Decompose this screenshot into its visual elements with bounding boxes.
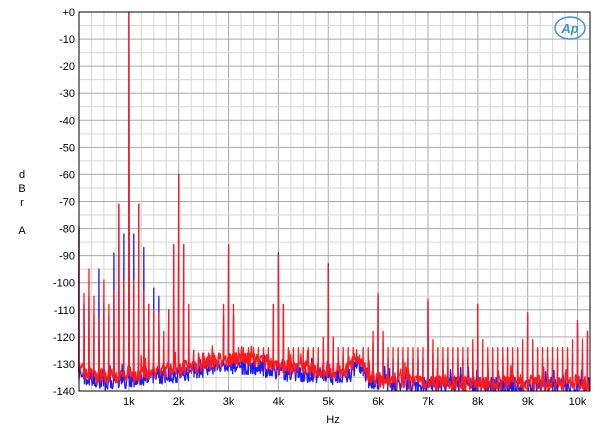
y-axis-label-letter: A: [18, 225, 26, 237]
y-axis-label-letter: d: [19, 169, 25, 181]
series-red-trace: [77, 11, 591, 392]
y-tick-label: -100: [53, 278, 75, 290]
y-tick-label: -110: [54, 305, 75, 317]
x-tick-label: 5k: [322, 396, 334, 408]
y-axis-label-letter: r: [20, 197, 24, 209]
x-tick-label: 4k: [273, 396, 285, 408]
y-tick-label: -50: [59, 142, 75, 154]
x-tick-label: 7k: [422, 396, 434, 408]
series-group: [77, 11, 591, 392]
x-axis-label: Hz: [326, 414, 339, 426]
y-tick-label: -10: [59, 34, 75, 46]
x-tick-label: 10k: [569, 396, 587, 408]
plot-frame: [78, 11, 591, 392]
x-tick-label: 2k: [173, 396, 185, 408]
y-tick-label: -60: [59, 169, 75, 181]
y-axis-label: d B r A: [18, 169, 26, 237]
x-tick-labels: 1k 2k 3k 4k 5k 6k 7k 8k 9k 10k: [123, 396, 587, 408]
y-tick-labels: +0 -10 -20 -30 -40 -50 -60 -70 -80 -90 -100 -110 -12…: [53, 7, 75, 398]
y-tick-label: -90: [59, 251, 75, 263]
y-tick-label: -70: [59, 197, 75, 209]
y-axis-label-letter: B: [18, 183, 25, 195]
x-tick-label: 9k: [522, 396, 534, 408]
ap-logo: Ap: [554, 16, 586, 40]
y-tick-label: -20: [59, 61, 75, 73]
ap-logo-text: Ap: [560, 21, 578, 36]
x-tick-label: 6k: [372, 396, 384, 408]
y-tick-label: -120: [53, 332, 75, 344]
x-tick-label: 8k: [472, 396, 484, 408]
y-tick-label: -30: [59, 88, 75, 100]
x-tick-label: 1k: [123, 396, 135, 408]
y-tick-label: -40: [59, 115, 75, 127]
y-tick-label: -130: [53, 359, 75, 371]
x-tick-label: 3k: [223, 396, 235, 408]
grid: [78, 11, 591, 392]
y-tick-label: +0: [62, 7, 75, 19]
y-tick-label: -80: [59, 224, 75, 236]
y-tick-label: -140: [53, 386, 75, 398]
